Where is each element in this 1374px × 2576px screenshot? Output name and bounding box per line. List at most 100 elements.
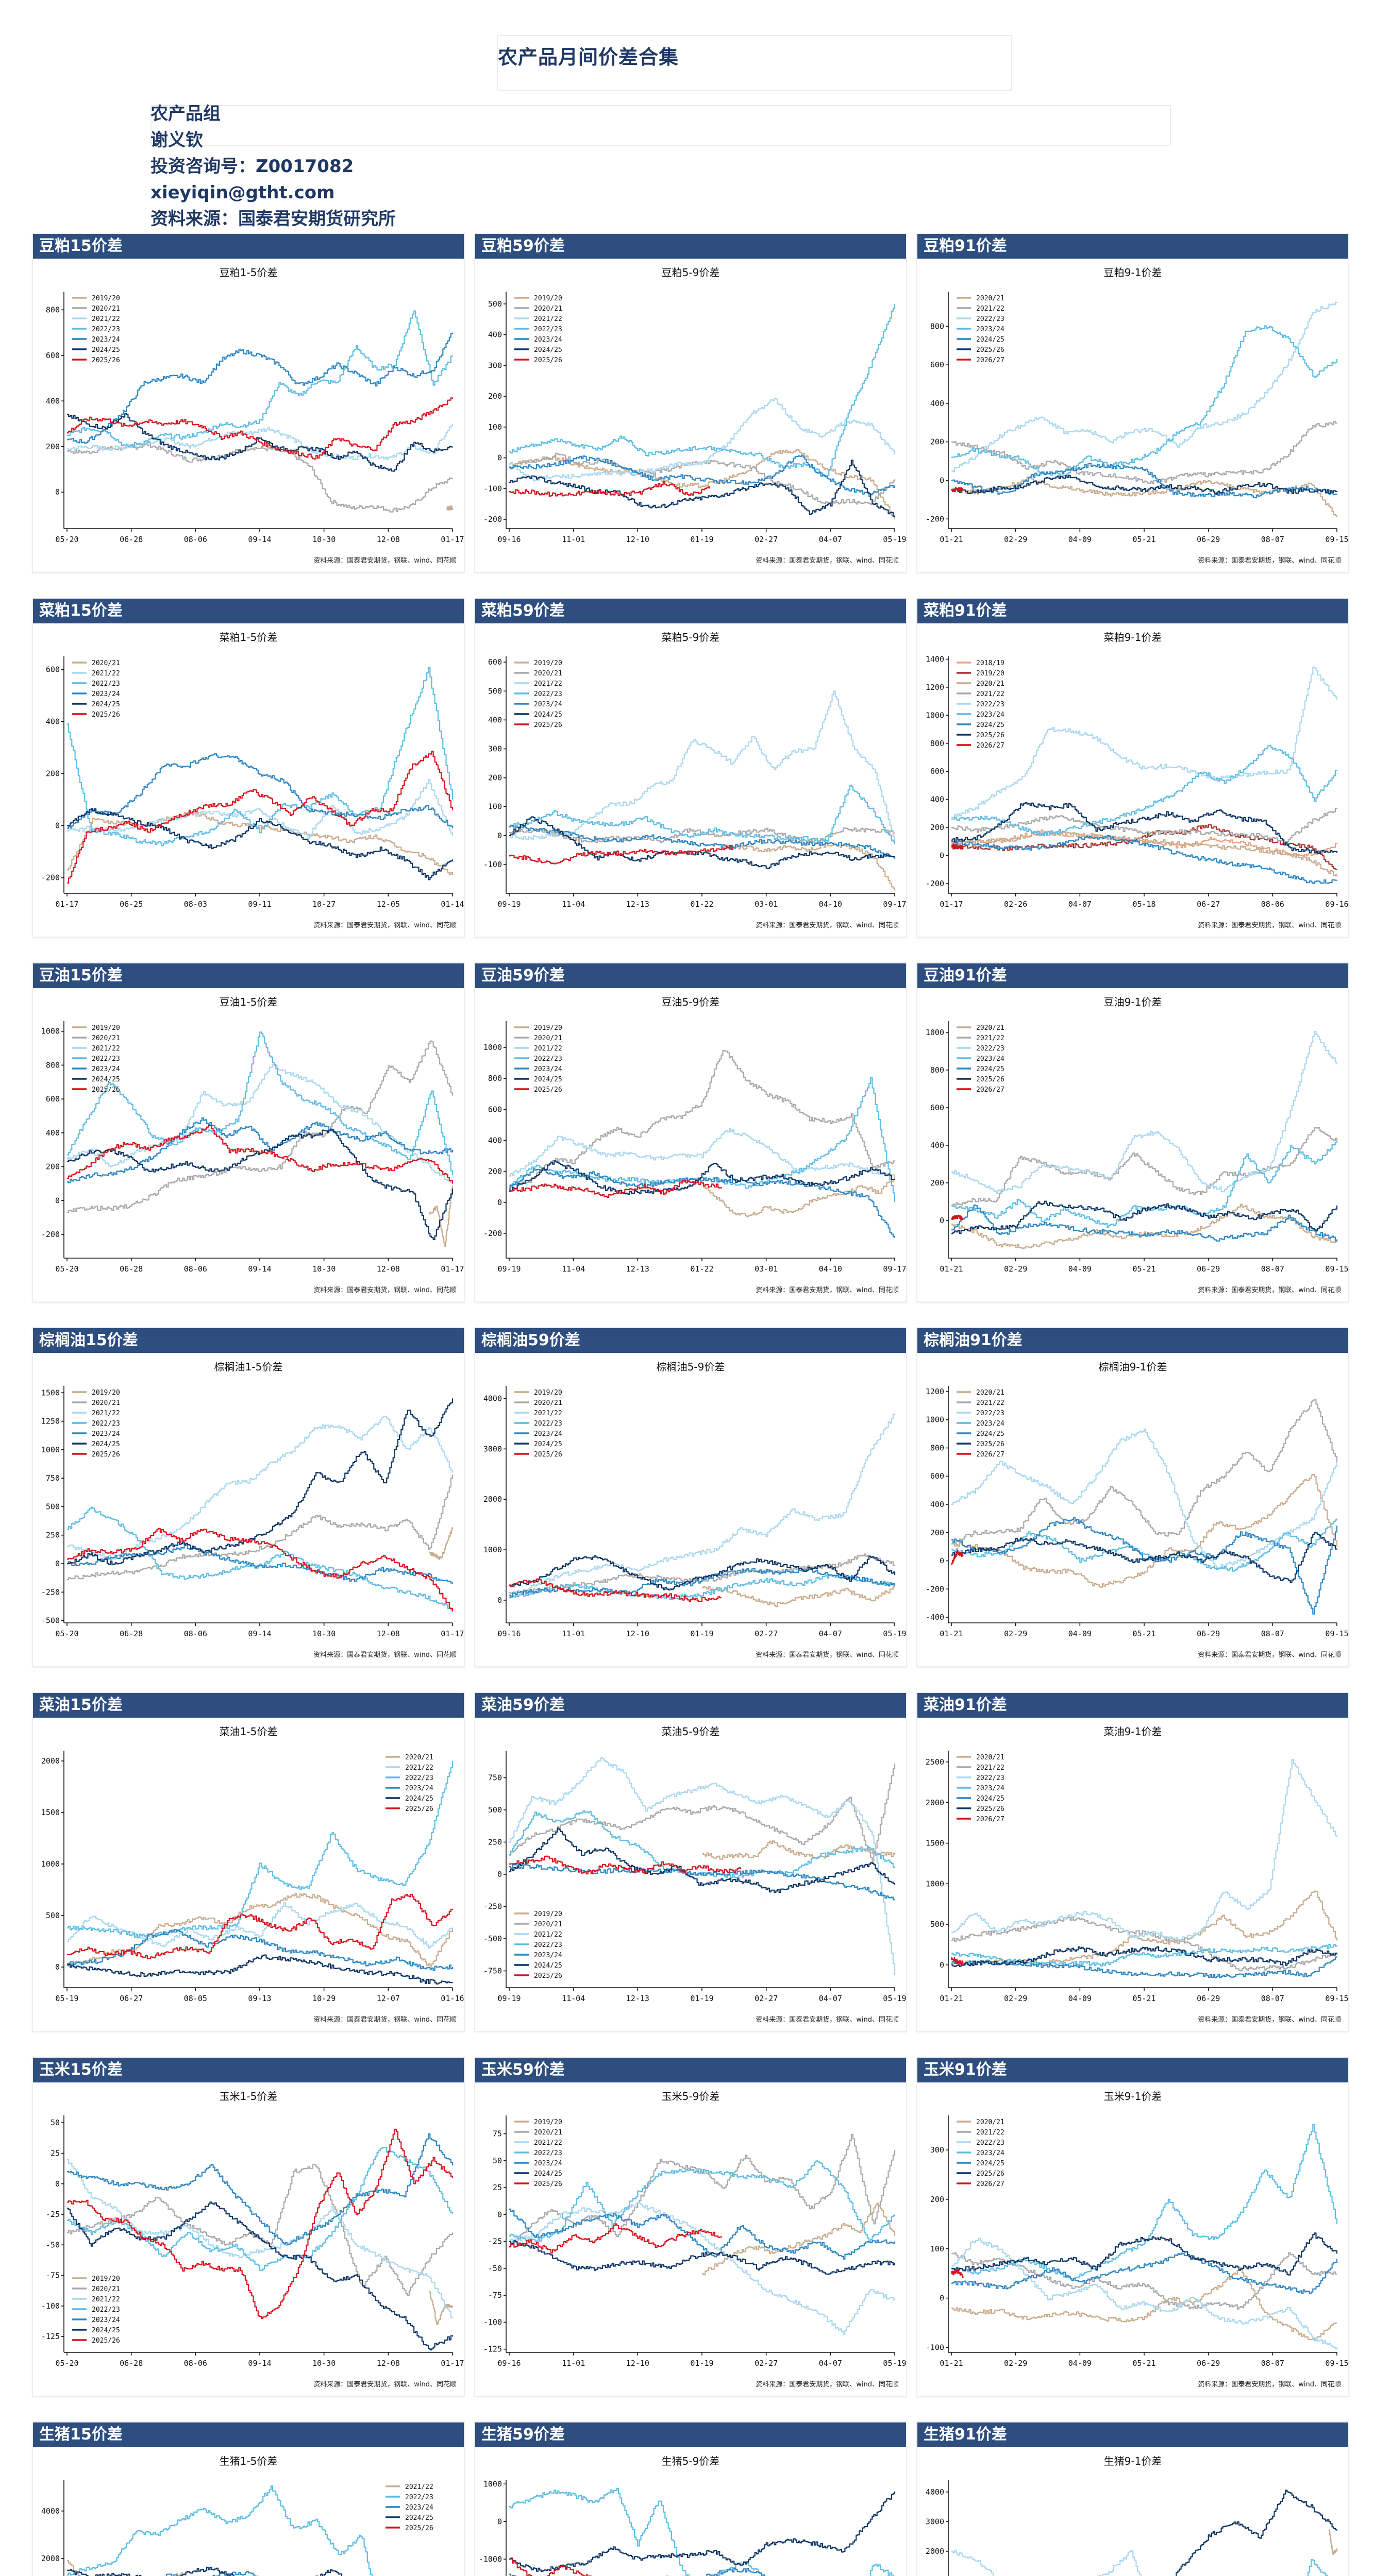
- legend-label: 2022/23: [92, 1055, 120, 1063]
- y-tick-label: -1000: [479, 2554, 502, 2564]
- y-tick-label: -75: [488, 2291, 502, 2300]
- chart-panel: 玉米59价差玉米5-9价差 -125 -100 -75 -50 -25 0 25 50 75 09-…: [474, 2057, 907, 2397]
- x-tick-label: 04-07: [819, 1994, 842, 2003]
- series-line-2020-21: [509, 827, 896, 844]
- legend-label: 2026/27: [976, 1086, 1004, 1094]
- legend-label: 2024/25: [534, 711, 562, 719]
- legend-label: 2022/23: [976, 1410, 1004, 1417]
- chart-source: 资料来源：国泰君安期货，钢联、wind、同花顺: [313, 921, 457, 929]
- series-line-2025-26: [951, 802, 1338, 854]
- x-tick-label: 01-17: [441, 1629, 464, 1638]
- x-tick-label: 05-20: [55, 1629, 78, 1638]
- x-tick-label: 08-06: [184, 2359, 207, 2368]
- y-tick-label: -400: [926, 1613, 944, 1622]
- y-tick-label: -125: [41, 2332, 60, 2341]
- chart-panel: 豆粕59价差 豆粕5-9价差 -200 -100 0 100 200 300 400 500 09-…: [474, 233, 907, 573]
- series-line-2024-25: [1176, 2489, 1338, 2576]
- y-tick-label: 1000: [926, 710, 944, 720]
- series-line-2024-25: [67, 1398, 454, 1565]
- legend-label: 2023/24: [405, 2504, 433, 2512]
- y-tick-label: 400: [930, 1500, 944, 1509]
- series-line-2022-23: [67, 667, 454, 846]
- x-tick-label: 09-15: [1325, 1264, 1348, 1274]
- x-tick-label: 03-01: [755, 1264, 778, 1274]
- legend-label: 2026/27: [976, 1816, 1004, 1823]
- y-tick-label: -200: [926, 514, 944, 523]
- legend-label: 2023/24: [92, 690, 120, 698]
- chart-panel: 豆粕15价差 豆粕1-5价差 0 200 400 600 800 05-20 06-28 08-0…: [32, 233, 465, 573]
- y-tick-label: 0: [940, 1960, 944, 1970]
- y-tick-label: 50: [51, 2118, 60, 2127]
- legend-label: 2025/26: [976, 2170, 1004, 2178]
- y-tick-label: 2500: [926, 1757, 944, 1767]
- x-tick-label: 09-16: [497, 535, 521, 544]
- legend-label: 2025/26: [976, 1076, 1004, 1083]
- series-line-2020-21: [67, 1475, 454, 1581]
- line-chart: 生猪1-5价差-4000-200002000400005-2907-0708-1…: [41, 2455, 433, 2576]
- x-tick-label: 09-16: [1325, 900, 1348, 909]
- panel-header: 玉米59价差: [475, 2058, 906, 2082]
- x-tick-label: 01-21: [940, 535, 963, 544]
- series-line-2021-22: [67, 2560, 187, 2576]
- y-tick-label: 400: [46, 396, 60, 405]
- y-tick-label: -200: [483, 1229, 502, 1238]
- line-chart: 菜粕1-5价差 -200 0 200 400 600 01-17 06-25 08-03 09-1…: [41, 631, 464, 929]
- legend-label: 2023/24: [92, 1065, 120, 1073]
- chart-source: 资料来源：国泰君安期货，钢联、wind、同花顺: [1198, 556, 1341, 565]
- x-tick-label: 11-01: [562, 1629, 585, 1638]
- series-line-2026-27: [951, 1957, 964, 1965]
- y-tick-label: 200: [930, 2195, 944, 2204]
- chart-title: 玉米1-5价差: [220, 2090, 278, 2103]
- series-line-2022-23: [67, 1031, 454, 1175]
- x-tick-label: 04-07: [819, 535, 842, 544]
- line-chart: 生猪5-9价差-5000-4000-3000-2000-10000100009-…: [479, 2455, 896, 2576]
- y-tick-label: -200: [483, 515, 502, 524]
- chart-panel: 菜粕15价差 菜粕1-5价差 -200 0 200 400 600 01-17 06-25 08-…: [32, 598, 465, 938]
- legend: 2020/21 2021/22 2022/23 2023/24 2024/25 2025/…: [957, 295, 1004, 364]
- legend-label: 2022/23: [92, 326, 120, 333]
- y-tick-label: 800: [46, 305, 60, 314]
- x-tick-label: 10-30: [312, 535, 336, 544]
- series-line-2022-23: [509, 303, 896, 478]
- legend-label: 2023/24: [534, 1430, 562, 1438]
- series-line-2025-26: [67, 1893, 454, 1959]
- legend-label: 2025/26: [405, 2524, 433, 2532]
- chart-title: 菜粕1-5价差: [220, 631, 278, 643]
- legend-label: 2025/26: [92, 357, 120, 364]
- x-tick-label: 12-05: [377, 900, 400, 909]
- x-tick-label: 09-15: [1325, 535, 1348, 544]
- chart-source: 资料来源：国泰君安期货，钢联、wind、同花顺: [313, 556, 457, 565]
- y-tick-label: -125: [483, 2345, 502, 2354]
- series-line-2023-24: [951, 744, 1338, 837]
- chart-panel: 棕榈油91价差 棕榈油9-1价差 -400 -200 0 200 400 600 800 1000…: [916, 1327, 1349, 1667]
- y-tick-label: 2000: [41, 2554, 60, 2563]
- series-line-2019-20: [446, 505, 454, 511]
- x-tick-label: 02-29: [1004, 1629, 1027, 1638]
- y-tick-label: 1200: [926, 683, 944, 692]
- x-tick-label: 01-17: [55, 900, 78, 909]
- series-line-2022-23: [509, 1810, 896, 1878]
- x-tick-label: 01-22: [690, 900, 713, 909]
- x-tick-label: 04-10: [819, 900, 842, 909]
- x-tick-label: 09-14: [248, 2359, 271, 2368]
- x-tick-label: 12-08: [377, 1264, 400, 1274]
- chart-source: 资料来源：国泰君安期货，钢联、wind、同花顺: [756, 2380, 899, 2388]
- series-line-2021-22: [951, 1399, 1338, 1545]
- series-line-2024-25: [951, 1956, 1338, 1978]
- analyst-email[interactable]: xieyiqin@gtht.com: [150, 182, 335, 203]
- series-line-2019-20: [702, 1586, 896, 1607]
- x-tick-label: 05-20: [55, 2359, 78, 2368]
- legend-label: 2019/20: [534, 2119, 562, 2126]
- x-tick-label: 10-27: [312, 900, 336, 909]
- y-tick-label: 0: [497, 1870, 502, 1879]
- y-tick-label: 100: [488, 802, 502, 811]
- legend-label: 2019/20: [92, 1024, 120, 1032]
- chart-source: 资料来源：国泰君安期货，钢联、wind、同花顺: [313, 2015, 457, 2024]
- line-chart: 玉米5-9价差 -125 -100 -75 -50 -25 0 25 50 75 09-16 11-0…: [483, 2090, 906, 2388]
- legend-label: 2025/26: [534, 1451, 562, 1459]
- report-title-box: 农产品月间价差合集: [497, 35, 1012, 91]
- series-line-2021-22: [951, 1127, 1338, 1206]
- chart-source: 资料来源：国泰君安期货，钢联、wind、同花顺: [1198, 1286, 1341, 1294]
- line-chart: 生猪9-1价差-3000-2000-1000010002000300040000…: [926, 2455, 1338, 2576]
- legend-label: 2022/23: [976, 2139, 1004, 2147]
